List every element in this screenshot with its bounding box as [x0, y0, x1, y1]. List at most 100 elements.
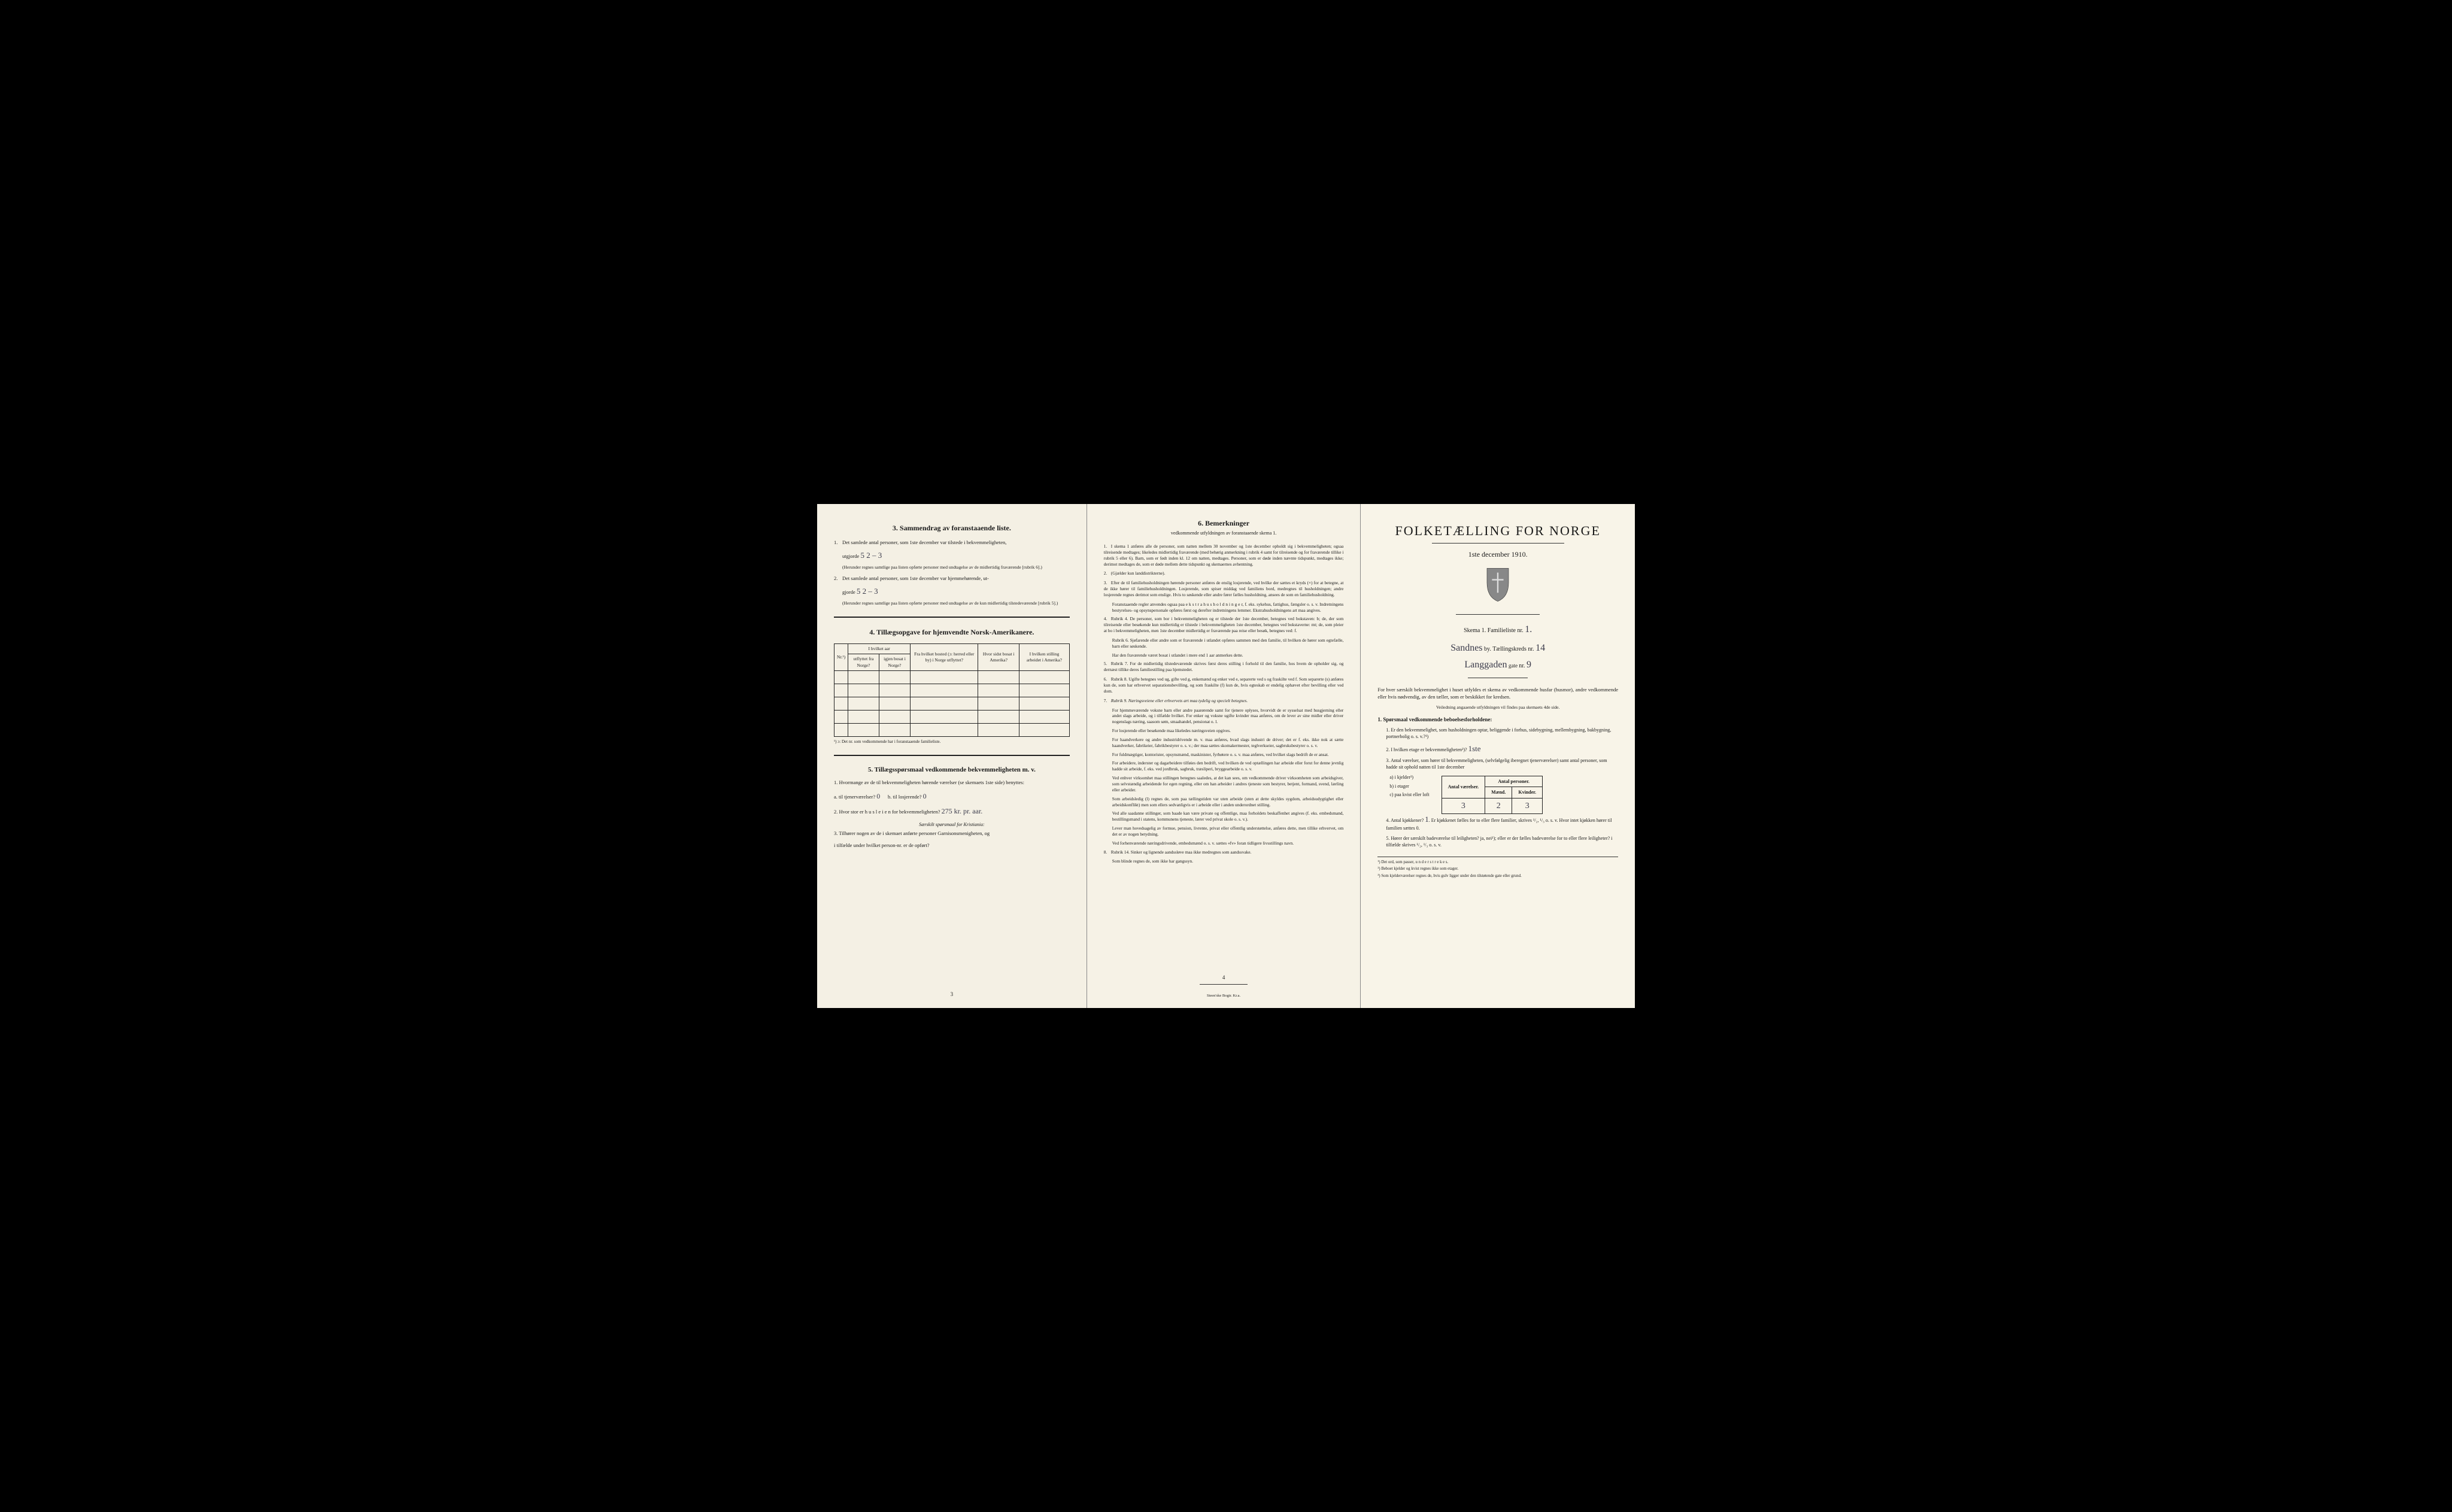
- row-b: b) i etager: [1389, 782, 1429, 791]
- sec5-q3: 3. Tilhører nogen av de i skemaet anført…: [834, 830, 1070, 837]
- sec5-q1: 1. Hvormange av de til bekvemmeligheten …: [834, 779, 1070, 787]
- bem-1: 1.I skema 1 anføres alle de personer, so…: [1104, 544, 1344, 567]
- bem-7-text: Rubrik 9. Næringsveiene eller erhvervets…: [1111, 698, 1248, 703]
- bem-4c: Har den fraværende været bosat i utlande…: [1112, 652, 1344, 658]
- pageno-4: 4: [1222, 974, 1225, 980]
- bem-2: 2.(Gjælder kun landdistrikterne).: [1104, 570, 1344, 576]
- sp1-3: 3. Antal værelser, som hører til bekvemm…: [1386, 757, 1618, 770]
- sp1-4-text: Antal kjøkkener?: [1391, 818, 1424, 823]
- bem-6: 6.Rubrik 8. Ugifte betegnes ved ug, gift…: [1104, 676, 1344, 694]
- sp1-1: 1. Er den bekvemmelighet, som husholdnin…: [1386, 727, 1618, 740]
- bem-8-text: Rubrik 14. Sinker og lignende aandssløve…: [1111, 849, 1252, 855]
- sec5-q1-text: Hvormange av de til bekvemmeligheten hør…: [839, 779, 1024, 785]
- bem-4: 4.Rubrik 4. De personer, som bor i bekve…: [1104, 616, 1344, 634]
- page-number-4: 4 Steen'ske Bogtr. Kr.a.: [1087, 974, 1361, 998]
- bem-1-text: I skema 1 anføres alle de personer, som …: [1104, 544, 1344, 567]
- sec5-q1a-label: a. til tjenerværelser?: [834, 794, 875, 800]
- sec5-q1b-label: b. til losjerende?: [888, 794, 921, 800]
- sec3-q2b: gjorde: [842, 589, 855, 595]
- banner-title: FOLKETÆLLING FOR NORGE: [1377, 522, 1618, 541]
- page-front: FOLKETÆLLING FOR NORGE 1ste december 191…: [1361, 504, 1635, 1008]
- bem-7d: For haandverkere og andre industridriven…: [1112, 737, 1344, 749]
- bem-5-text: Rubrik 7. For de midlertidig tilstedevær…: [1104, 661, 1344, 672]
- sec5-q2: 2. Hvor stor er h u s l e i e n for bekv…: [834, 806, 1070, 816]
- bem-7e: For fuldmægtiger, kontorister, opsynsmæn…: [1112, 752, 1344, 758]
- bem-3: 3.Efter de til familiehusholdningen høre…: [1104, 580, 1344, 598]
- bem-3-text: Efter de til familiehusholdningen hørend…: [1104, 580, 1344, 597]
- sp1-title: 1. Spørsmaal vedkommende beboelsesforhol…: [1377, 716, 1618, 724]
- sec5-q2-val: 275 kr. pr. aar.: [942, 807, 983, 815]
- sec3-q1-value: 5 2 – 3: [860, 550, 882, 561]
- sp1-4: 4. Antal kjøkkener? 1. Er kjøkkenet fæll…: [1386, 814, 1618, 831]
- bem-5: 5.Rubrik 7. For de midlertidig tilstedev…: [1104, 661, 1344, 673]
- bem-4-text: Rubrik 4. De personer, som bor i bekvemm…: [1104, 616, 1344, 633]
- sec3-q1-text: Det samlede antal personer, som 1ste dec…: [842, 539, 1006, 545]
- page-3: 3. Sammendrag av foranstaaende liste. 1.…: [817, 504, 1087, 1008]
- sp1-1-text: Er den bekvemmelighet, som husholdningen…: [1386, 727, 1611, 739]
- sec3-q2-value: 5 2 – 3: [857, 586, 878, 597]
- sp1-2: 2. I hvilken etage er bekvemmeligheten²)…: [1386, 743, 1618, 754]
- sp1-5-text: Hører der særskilt badeværelse til leili…: [1386, 836, 1612, 848]
- sec4-title: 4. Tillægsopgave for hjemvendte Norsk-Am…: [834, 627, 1070, 637]
- rooms-block: a) i kjelder³) b) i etager c) paa kvist …: [1389, 773, 1618, 814]
- bem-6-text: Rubrik 8. Ugifte betegnes ved ug, gifte …: [1104, 676, 1344, 694]
- sec3-q2-text: Det samlede antal personer, som 1ste dec…: [842, 575, 989, 581]
- coat-of-arms: [1377, 567, 1618, 605]
- sp1-3-text: Antal værelser, som hører til bekvemmeli…: [1386, 758, 1607, 770]
- kreds-val: 14: [1535, 643, 1545, 653]
- skema-val: 1.: [1525, 624, 1532, 634]
- sec3-title: 3. Sammendrag av foranstaaende liste.: [834, 523, 1070, 533]
- sec3-q1: 1.Det samlede antal personer, som 1ste d…: [834, 539, 1070, 546]
- sp1-2-val: 1ste: [1468, 744, 1481, 753]
- sec5-q1b-val: 0: [923, 792, 927, 800]
- sec5-q1ab: a. til tjenerværelser? 0 b. til losjeren…: [834, 791, 1070, 801]
- sp1-2-text: I hvilken etage er bekvemmeligheten²)?: [1391, 747, 1467, 752]
- val-vaerelser: 3: [1442, 798, 1485, 814]
- bem-7f: For arbeidere, inderster og dagarbeidere…: [1112, 760, 1344, 772]
- sec6-sub: vedkommende utfyldningen av foranstaaend…: [1104, 530, 1344, 536]
- bem-8b: Som blinde regnes de, som ikke har gangs…: [1112, 858, 1344, 864]
- footnotes: ¹) Det ord, som passer, u n d e r s t r …: [1377, 857, 1618, 879]
- sec5-title: 5. Tillægsspørsmaal vedkommende bekvemme…: [834, 766, 1070, 775]
- census-document: 3. Sammendrag av foranstaaende liste. 1.…: [817, 504, 1635, 1008]
- sec5-special: Særskilt spørsmaal for Kristiania:: [834, 821, 1070, 828]
- th-stilling: I hvilken stilling arbeidet i Amerika?: [1019, 643, 1070, 671]
- sec3-q1b-row: utgjorde 5 2 – 3: [842, 550, 1070, 561]
- place-val: Sandnes: [1450, 643, 1482, 653]
- sec3-q2b-row: gjorde 5 2 – 3: [842, 586, 1070, 597]
- th-kvinder: Kvinder.: [1512, 787, 1543, 798]
- bem-7: 7.Rubrik 9. Næringsveiene eller erhverve…: [1104, 698, 1344, 704]
- banner-date: 1ste december 1910.: [1377, 549, 1618, 560]
- fn1: ¹) Det ord, som passer, u n d e r s t r …: [1377, 860, 1618, 866]
- th-ut: utflyttet fra Norge?: [848, 654, 879, 671]
- skema-line: Skema 1. Familieliste nr. 1.: [1377, 623, 1618, 636]
- th-aar: I hvilket aar: [848, 643, 911, 654]
- th-igjen: igjen bosat i Norge?: [879, 654, 910, 671]
- th-sidst: Hvor sidst bosat i Amerika?: [978, 643, 1019, 671]
- sec5-q1a-val: 0: [876, 792, 880, 800]
- sec5-q2-text: Hvor stor er h u s l e i e n for bekvemm…: [839, 809, 940, 815]
- bem-7i: Ved alle saadanne stillinger, som baade …: [1112, 810, 1344, 822]
- emigrant-table: Nr.¹) I hvilket aar Fra hvilket bosted (…: [834, 643, 1070, 737]
- bem-7g: Ved enhver virksomhet maa stillingen bet…: [1112, 775, 1344, 793]
- sp1-4-val: 1: [1425, 815, 1429, 824]
- gate-nr: 9: [1527, 660, 1531, 670]
- sec3-q1-note: (Herunder regnes samtlige paa listen opf…: [842, 564, 1070, 571]
- rooms-labels: a) i kjelder³) b) i etager c) paa kvist …: [1389, 773, 1429, 799]
- bem-7j: Lever man hovedsagelig av formue, pensio…: [1112, 825, 1344, 837]
- sec6-title: 6. Bemerkninger: [1104, 518, 1344, 529]
- skema-label: Skema 1. Familieliste nr.: [1464, 627, 1524, 634]
- bem-7h: Som arbeidsledig (l) regnes de, som paa …: [1112, 796, 1344, 808]
- printer-mark: Steen'ske Bogtr. Kr.a.: [1087, 993, 1361, 998]
- fn3: ³) Som kjelderværelser regnes de, hvis g…: [1377, 873, 1618, 879]
- th-maend: Mænd.: [1485, 787, 1512, 798]
- gate-line: Langgaden gate nr. 9: [1377, 658, 1618, 672]
- sec5-q3b: i tilfælde under hvilket person-nr. er d…: [834, 842, 1070, 849]
- bem-4b: Rubrik 6. Sjøfarende eller andre som er …: [1112, 637, 1344, 649]
- gate-val: Langgaden: [1464, 660, 1507, 670]
- place-line: Sandnes by. Tællingskreds nr. 14: [1377, 642, 1618, 655]
- place-label: by. Tællingskreds nr.: [1484, 646, 1534, 652]
- sec3-q2: 2.Det samlede antal personer, som 1ste d…: [834, 575, 1070, 582]
- page-4: 6. Bemerkninger vedkommende utfyldningen…: [1087, 504, 1361, 1008]
- bem-8: 8.Rubrik 14. Sinker og lignende aandsslø…: [1104, 849, 1344, 855]
